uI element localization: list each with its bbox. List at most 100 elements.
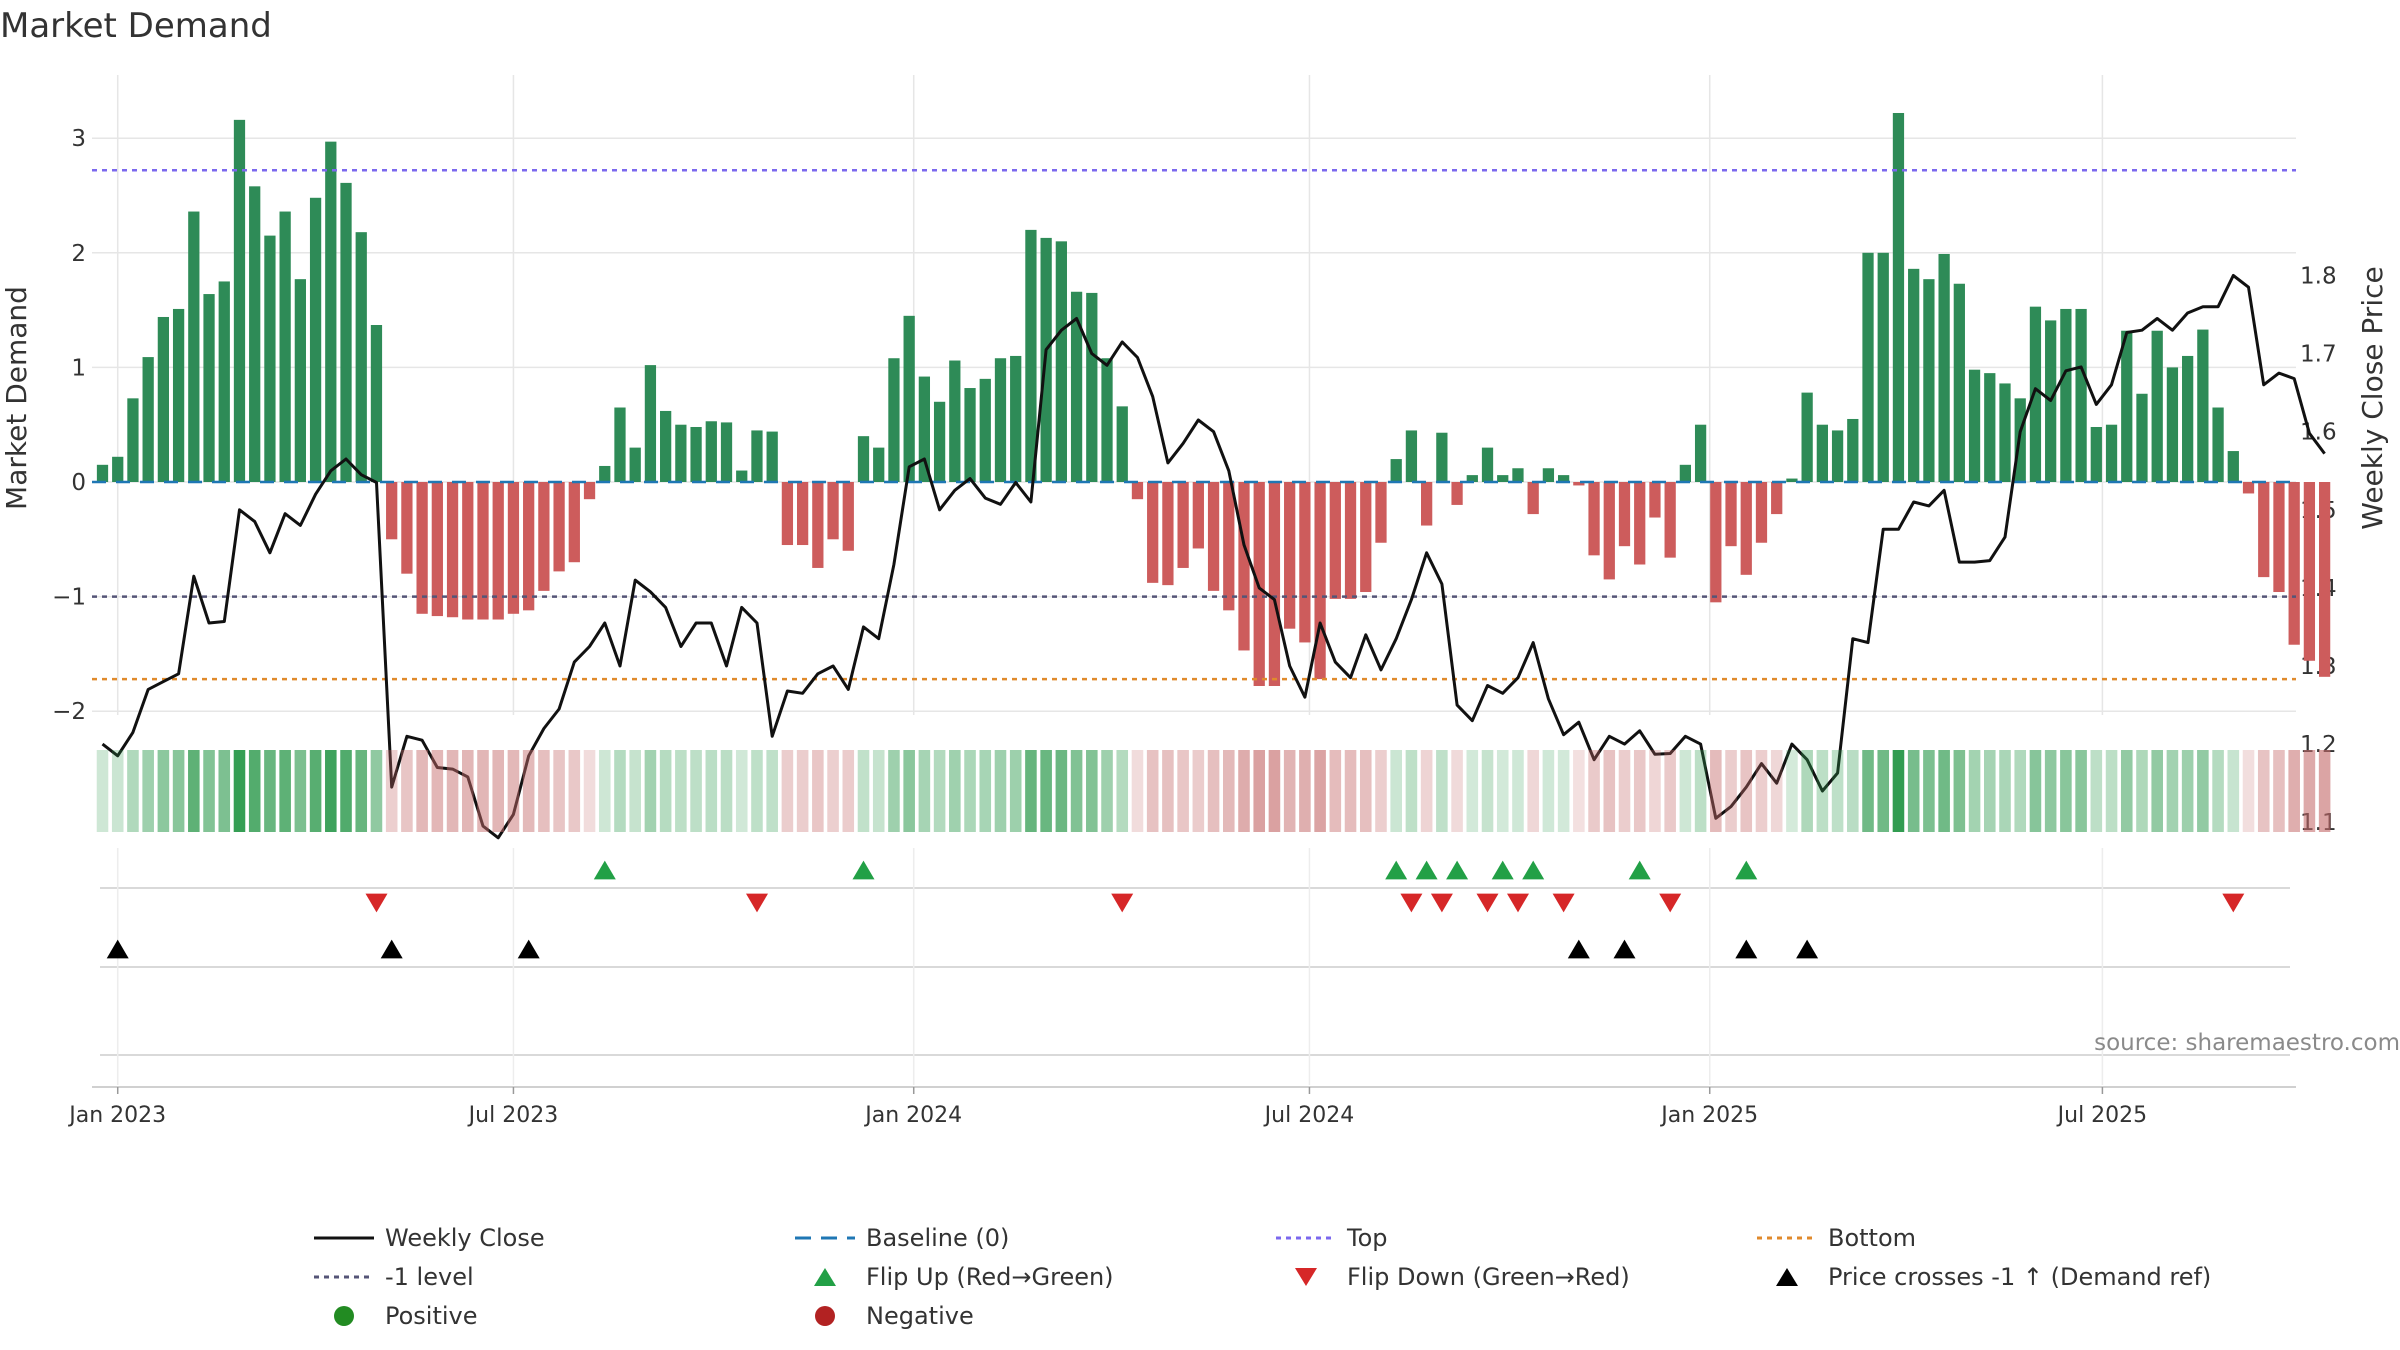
negative-demand-bar (1634, 482, 1646, 565)
flip-down-marker (1430, 893, 1453, 913)
band-cell (690, 750, 702, 832)
positive-demand-bar (2090, 426, 2102, 482)
band-cell (1664, 750, 1676, 832)
negative-demand-bar (538, 482, 550, 591)
positive-demand-bar (1070, 291, 1083, 482)
x-tick-label: Jul 2023 (467, 1103, 559, 1128)
band-cell (2227, 750, 2240, 832)
band-cell (1527, 750, 1539, 832)
band-cell (522, 750, 535, 832)
negative-demand-bar (1223, 482, 1235, 611)
positive-demand-bar (2060, 308, 2072, 482)
positive-demand-bar (2029, 306, 2042, 482)
positive-demand-bar (1512, 468, 1524, 482)
positive-demand-bar (1679, 464, 1692, 482)
positive-demand-bar (1481, 447, 1494, 482)
band-cell (2242, 750, 2255, 832)
x-tick-label: Jul 2024 (1263, 1103, 1355, 1128)
band-cell (1314, 750, 1326, 832)
negative-demand-bar (492, 482, 504, 620)
band-cell (1923, 750, 1935, 832)
price-cross-marker (106, 939, 129, 959)
negative-demand-bar (1740, 482, 1752, 575)
band-cell (2303, 750, 2316, 832)
band-cell (2318, 750, 2331, 832)
band-cell (1786, 750, 1798, 832)
legend-label: Negative (866, 1302, 974, 1330)
band-cell (355, 750, 368, 832)
legend-label: Weekly Close (385, 1224, 545, 1252)
negative-demand-bar (812, 482, 824, 568)
negative-demand-bar (1314, 482, 1326, 680)
positive-demand-bar (325, 141, 337, 482)
positive-demand-bar (249, 186, 261, 482)
negative-demand-bar (2303, 482, 2316, 661)
legend-label: Price crosses -1 ↑ (Demand ref) (1828, 1263, 2211, 1291)
legend-label: Flip Up (Red→Green) (866, 1263, 1114, 1291)
flip-down-marker (1111, 893, 1134, 913)
band-cell (614, 750, 626, 832)
price-cross-marker (1796, 939, 1819, 959)
legend-label: Flip Down (Green→Red) (1347, 1263, 1630, 1291)
positive-demand-bar (964, 388, 976, 482)
positive-demand-bar (96, 464, 109, 482)
positive-demand-bar (1557, 475, 1570, 482)
band-cell (1603, 750, 1616, 832)
band-cell (477, 750, 489, 832)
positive-demand-bar (1892, 112, 1905, 483)
negative-demand-bar (553, 482, 565, 572)
positive-demand-bar (2182, 355, 2194, 482)
negative-demand-bar (1421, 482, 1433, 526)
negative-demand-bar (401, 482, 413, 574)
positive-demand-bar (903, 315, 915, 482)
negative-demand-bar (827, 482, 839, 540)
band-cell (309, 750, 322, 832)
band-cell (1679, 750, 1692, 832)
positive-demand-bar (2136, 393, 2148, 482)
band-cell (2257, 750, 2270, 832)
band-cell (401, 750, 413, 832)
negative-demand-bar (568, 482, 580, 563)
band-cell (857, 750, 870, 832)
negative-demand-bar (1177, 482, 1189, 568)
band-cell (188, 750, 200, 832)
band-cell (1633, 750, 1646, 832)
y2-axis-label: Weekly Close Price (2356, 266, 2389, 529)
positive-demand-bar (2212, 407, 2224, 482)
band-cell (735, 750, 748, 832)
band-cell (1162, 750, 1174, 832)
band-cell (827, 750, 839, 832)
band-cell (1542, 750, 1555, 832)
positive-demand-bar (157, 316, 170, 482)
band-cell (2273, 750, 2285, 832)
band-cell (1847, 750, 1859, 832)
positive-demand-bar (1831, 430, 1844, 482)
legend-label: Top (1346, 1224, 1388, 1252)
legend-label: -1 level (385, 1263, 474, 1291)
band-cell (1025, 750, 1037, 832)
flip-up-marker (1415, 860, 1438, 880)
band-cell (1223, 750, 1235, 832)
band-cell (416, 750, 428, 832)
band-cell (766, 750, 778, 832)
band-cell (1801, 750, 1813, 832)
negative-demand-bar (1771, 482, 1783, 515)
positive-demand-bar (279, 211, 291, 483)
positive-demand-bar (751, 430, 763, 482)
band-cell (1877, 750, 1890, 832)
negative-demand-bar (2242, 482, 2255, 494)
band-cell (1116, 750, 1129, 832)
negative-demand-bar (1238, 482, 1250, 651)
band-cell (157, 750, 170, 832)
band-cell (1146, 750, 1159, 832)
band-cell (1451, 750, 1463, 832)
positive-demand-bar (112, 456, 124, 482)
band-cell (751, 750, 763, 832)
band-cell (1588, 750, 1600, 832)
positive-demand-bar (766, 431, 778, 482)
positive-demand-bar (1116, 406, 1128, 482)
price-cross-marker (1735, 939, 1758, 959)
positive-demand-bar (1877, 252, 1889, 482)
chart-title: Market Demand (0, 6, 272, 46)
positive-demand-bar (736, 470, 748, 482)
